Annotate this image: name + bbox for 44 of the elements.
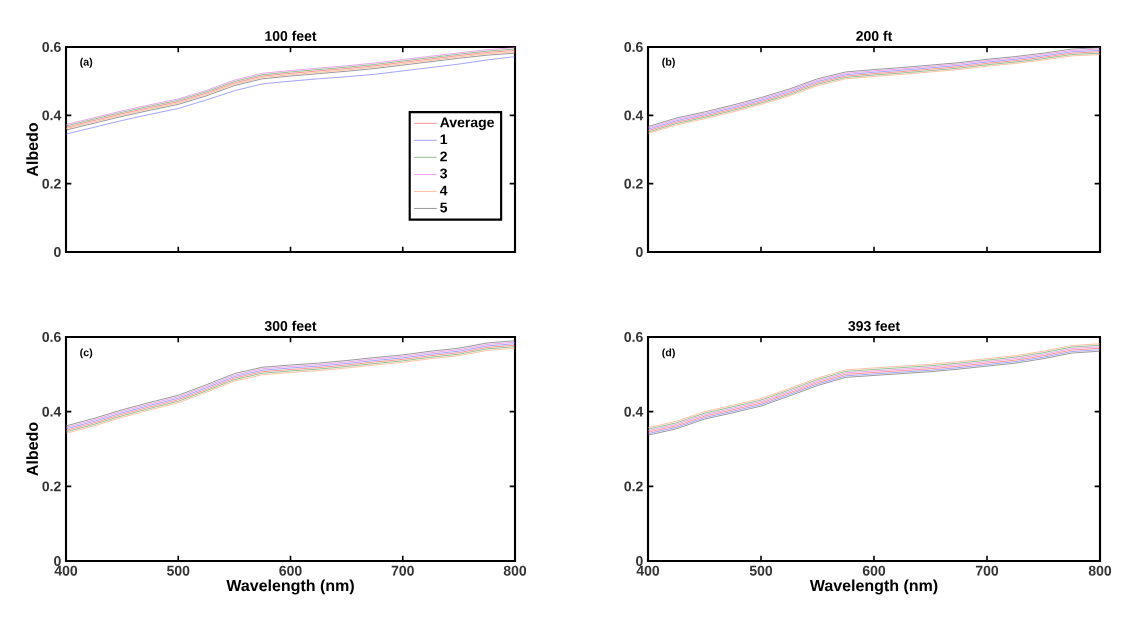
x-tick-label: 800 [1088,565,1112,576]
y-tick-label: 0.2 [42,481,61,492]
annotation: (d) [662,348,675,359]
legend-label: 4 [439,185,448,196]
y-tick-label: 0 [636,556,643,566]
y-tick-label: 0.6 [42,42,61,52]
x-axis-title: Wavelength (nm) [809,579,938,595]
y-tick-label: 0.4 [624,110,644,121]
chart-title: 393 feet [848,320,900,331]
x-tick-label: 500 [167,565,190,576]
x-axis-title: Wavelength (nm) [226,579,354,595]
x-tick-label: 600 [862,565,886,576]
x-tick-label: 500 [749,565,773,576]
y-tick-label: 0.6 [624,42,643,52]
x-tick-label: 600 [279,565,302,576]
x-tick-label: 700 [975,565,999,576]
legend-label: 2 [440,151,447,162]
x-tick-label: 700 [391,565,414,576]
legend-label: 5 [440,202,448,213]
y-tick-label: 0.2 [42,178,61,189]
y-tick-label: 0.2 [624,481,643,492]
chart-title: 200 ft [856,30,893,41]
y-tick-label: 0.6 [42,332,61,342]
x-tick-label: 400 [636,565,660,576]
chart-title: 300 feet [264,320,317,331]
legend-label: 1 [440,134,448,145]
y-tick-label: 0 [54,556,61,566]
x-tick-label: 400 [54,565,78,576]
legend-label: Average [440,117,494,131]
y-tick-label: 0.4 [624,406,644,417]
y-tick-label: 0.2 [624,178,643,189]
annotation: (a) [80,57,93,68]
y-tick-label: 0.4 [42,110,62,121]
y-axis-title: Albedo [26,422,38,476]
x-tick-label: 800 [503,565,527,576]
chart-title: 100 feet [265,30,317,41]
legend-label: 3 [440,168,448,179]
y-tick-label: 0.6 [624,332,643,342]
y-tick-label: 0 [636,247,643,257]
y-tick-label: 0.4 [42,406,62,417]
annotation: (c) [80,348,93,359]
y-axis-title: Albedo [26,123,38,177]
y-tick-label: 0 [54,247,61,257]
annotation: (b) [662,57,675,68]
